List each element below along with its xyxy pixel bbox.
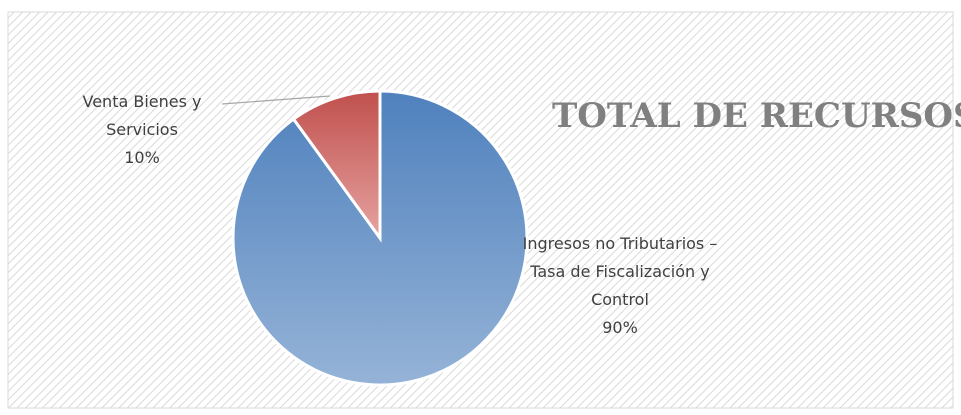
slice-label: Ingresos no Tributarios – Tasa de Fiscal… — [520, 230, 720, 342]
slice-name: Venta Bienes y Servicios — [82, 92, 202, 139]
leader-line — [221, 95, 331, 105]
chart-title: TOTAL DE RECURSOS — [552, 96, 961, 136]
slice-name: Ingresos no Tributarios – Tasa de Fiscal… — [522, 234, 718, 309]
slice-value: 90% — [602, 318, 638, 337]
pie — [231, 89, 529, 387]
slice-label: Venta Bienes y Servicios 10% — [62, 88, 222, 172]
slice-value: 10% — [124, 148, 160, 167]
pie-slice — [291, 89, 382, 243]
